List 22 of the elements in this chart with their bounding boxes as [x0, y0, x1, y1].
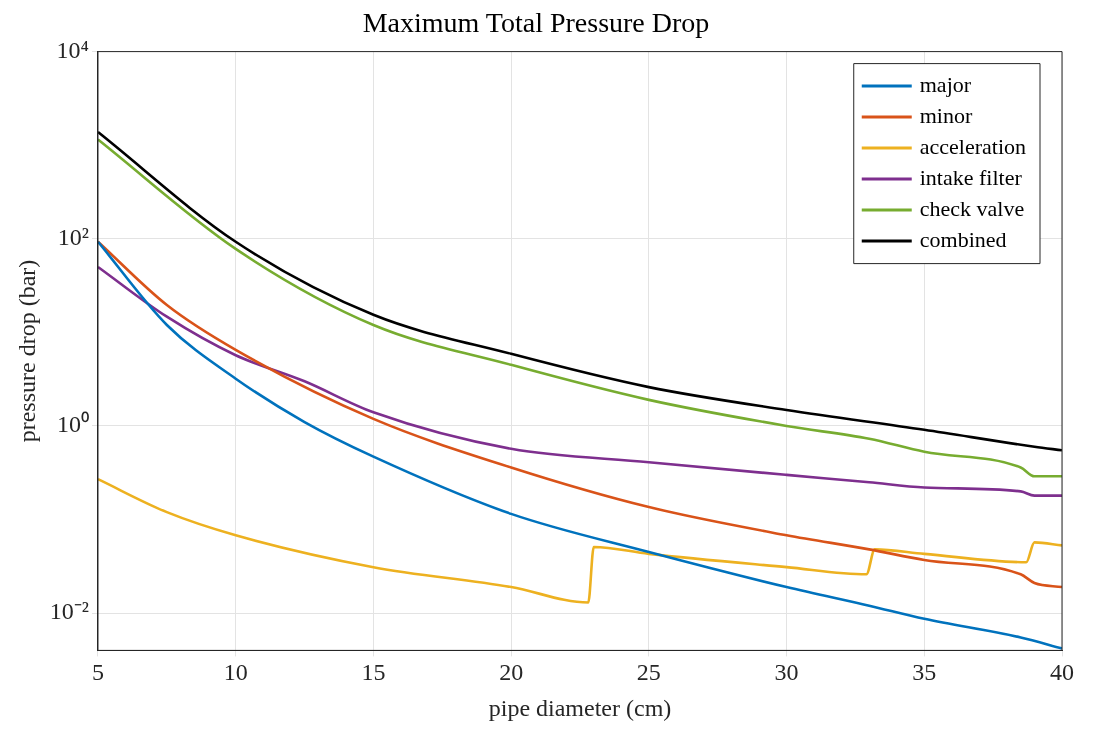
x-tick-label: 40: [1050, 659, 1074, 686]
x-axis-title: pipe diameter (cm): [488, 694, 672, 721]
x-tick-label: 10: [223, 659, 248, 686]
legend-label: combined: [919, 226, 1007, 252]
legend-label: check valve: [919, 195, 1025, 221]
y-axis-title: pressure drop (bar): [13, 259, 40, 443]
chart-title: Maximum Total Pressure Drop: [362, 7, 710, 39]
x-tick-label: 20: [499, 659, 524, 686]
x-tick-label: 35: [912, 659, 937, 686]
x-tick-label: 15: [361, 659, 386, 686]
y-tick-label: 10⁴: [56, 36, 89, 63]
y-tick-label: 10²: [57, 224, 89, 251]
y-tick-label: 10⁻²: [49, 598, 89, 625]
legend-label: intake filter: [919, 164, 1023, 190]
legend-label: major: [919, 71, 972, 97]
x-tick-label: 25: [636, 659, 661, 686]
line-series: [98, 477, 1062, 604]
x-tick-label: 5: [92, 659, 104, 686]
y-tick-label: 10⁰: [57, 411, 89, 438]
legend-label: acceleration: [919, 133, 1027, 159]
x-tick-label: 30: [774, 659, 799, 686]
legend-label: minor: [919, 102, 973, 128]
